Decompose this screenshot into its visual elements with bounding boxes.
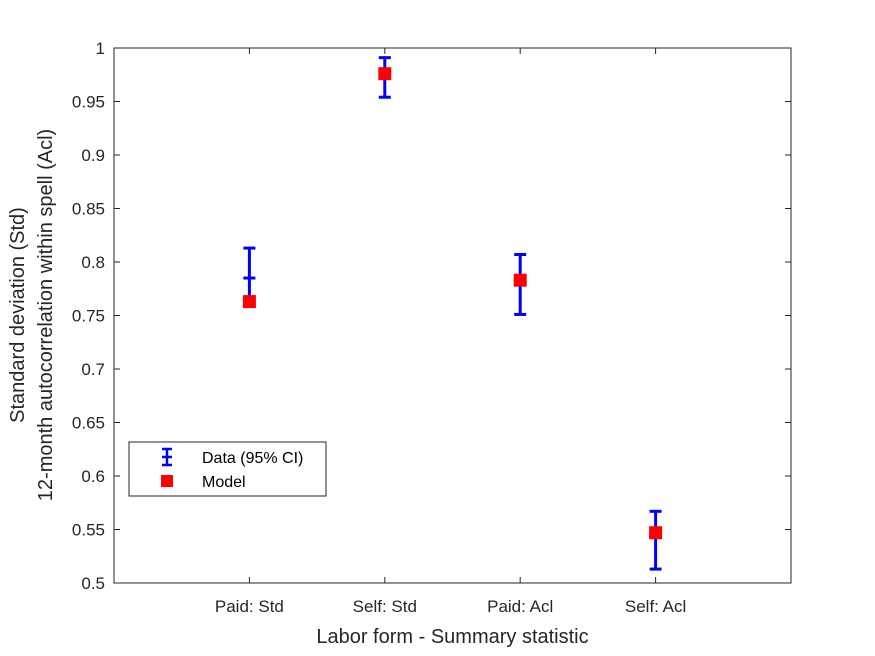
legend-errorbar-icon bbox=[162, 447, 172, 467]
y-tick-label-1: 0.55 bbox=[72, 521, 105, 540]
y-tick-label-6: 0.8 bbox=[81, 253, 105, 272]
y-tick-label-4: 0.7 bbox=[81, 360, 105, 379]
plot-frame bbox=[113, 47, 792, 584]
y-tick-label-8: 0.9 bbox=[81, 146, 105, 165]
legend-model-marker-icon bbox=[161, 475, 173, 487]
x-tick-label-2: Paid: Acl bbox=[487, 597, 553, 616]
x-tick-label-1: Self: Std bbox=[353, 597, 417, 616]
y-tick-label-2: 0.6 bbox=[81, 467, 105, 486]
y-tick-label-5: 0.75 bbox=[72, 307, 105, 326]
legend: Data (95% CI) Model bbox=[128, 441, 327, 497]
model-marker-0 bbox=[242, 295, 256, 309]
y-tick-label-7: 0.85 bbox=[72, 200, 105, 219]
y-axis-label-line-1: Standard deviation (Std) bbox=[7, 207, 29, 423]
y-tick-label-3: 0.65 bbox=[72, 414, 105, 433]
x-axis-label: Labor form - Summary statistic bbox=[316, 626, 588, 648]
model-marker-1 bbox=[378, 67, 392, 81]
legend-label-data: Data (95% CI) bbox=[202, 450, 303, 467]
x-tick-label-0: Paid: Std bbox=[215, 597, 284, 616]
y-axis-label-line-2: 12-month autocorrelation within spell (A… bbox=[35, 129, 57, 501]
legend-label-model: Model bbox=[202, 474, 246, 491]
y-tick-label-10: 1 bbox=[96, 39, 105, 58]
plot-area bbox=[114, 48, 791, 583]
y-tick-label-0: 0.5 bbox=[81, 574, 105, 593]
model-marker-2 bbox=[513, 273, 527, 287]
y-tick-label-9: 0.95 bbox=[72, 93, 105, 112]
axis-ticks: 0.5 0.55 0.6 0.65 0.7 0.75 0.8 0.85 0.9 0.95 1 Paid… bbox=[72, 39, 791, 616]
model-marker-3 bbox=[649, 526, 663, 540]
x-tick-label-3: Self: Acl bbox=[625, 597, 686, 616]
data-marks bbox=[242, 56, 663, 571]
